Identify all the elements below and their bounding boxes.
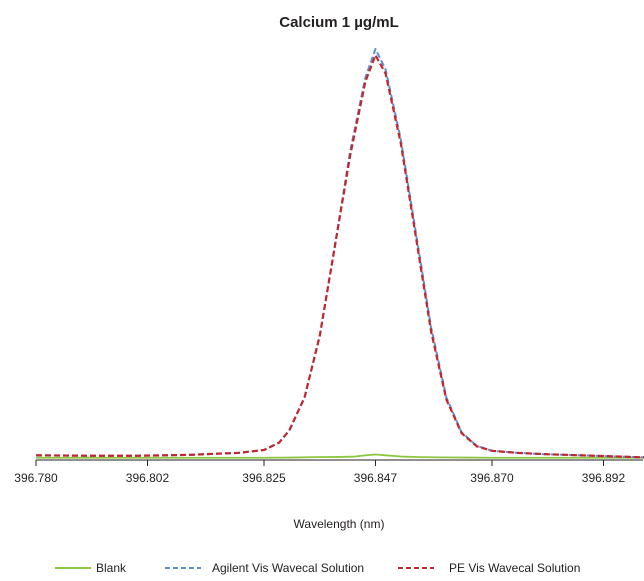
legend-label: Blank	[96, 561, 127, 575]
x-tick-label: 396.870	[470, 471, 514, 485]
series-line-agilent-vis-wavecal-solution	[35, 48, 644, 459]
x-tick-label: 396.892	[582, 471, 626, 485]
legend-label: PE Vis Wavecal Solution	[449, 561, 580, 575]
x-axis-label: Wavelength (nm)	[294, 517, 385, 531]
series-line-pe-vis-wavecal-solution	[35, 54, 644, 459]
x-tick-label: 396.802	[126, 471, 170, 485]
series-layer	[35, 48, 644, 459]
legend-label: Agilent Vis Wavecal Solution	[212, 561, 364, 575]
x-tick-label: 396.847	[354, 471, 398, 485]
legend: Blank Agilent Vis Wavecal Solution PE Vis …	[55, 561, 580, 575]
x-tick-label: 396.780	[14, 471, 58, 485]
x-ticks: 396.780 396.802 396.825 396.847 396.870 396.8…	[14, 460, 625, 485]
x-tick-label: 396.825	[242, 471, 286, 485]
series-line-blank	[36, 453, 644, 459]
chart-title: Calcium 1 µg/mL	[279, 14, 399, 31]
plot-area: 396.780 396.802 396.825 396.847 396.870 396.8…	[14, 48, 644, 485]
